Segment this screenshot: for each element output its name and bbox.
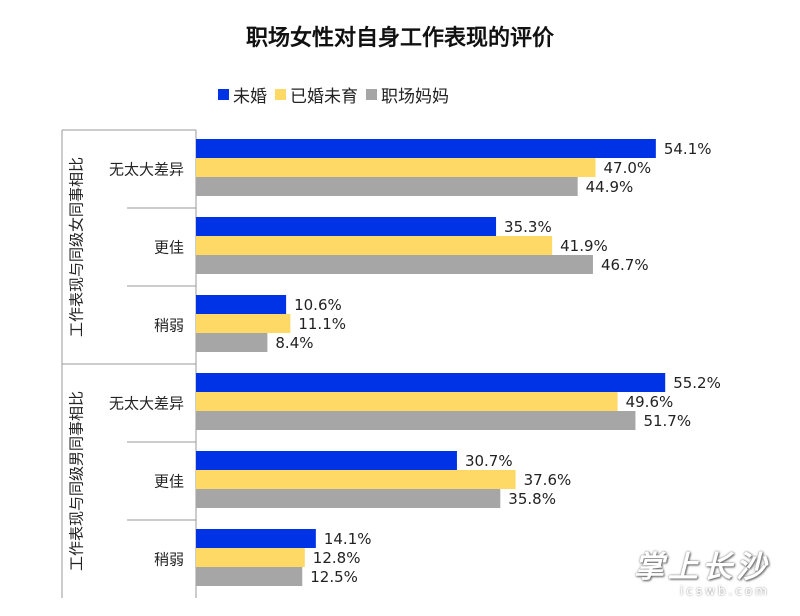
data-label: 35.3%: [504, 218, 552, 236]
category-label: 无太大差异: [109, 161, 184, 179]
data-label: 30.7%: [465, 452, 513, 470]
data-label: 11.1%: [298, 315, 346, 333]
group-label: 工作表现与同级男同事相比: [68, 391, 86, 571]
legend-swatch-unmarried: [218, 88, 229, 100]
bar: [196, 295, 287, 314]
category-label: 更佳: [154, 473, 184, 491]
data-label: 12.8%: [313, 549, 361, 567]
bar: [196, 314, 291, 333]
data-label: 37.6%: [524, 471, 572, 489]
category-label: 稍弱: [154, 551, 184, 569]
bar: [196, 548, 305, 567]
bar: [196, 489, 501, 508]
legend-swatch-mothers: [366, 88, 377, 100]
data-label: 12.5%: [310, 568, 358, 586]
bar: [196, 139, 656, 158]
group-label: 工作表现与同级女同事相比: [68, 157, 86, 337]
bar: [196, 529, 316, 548]
data-label: 47.0%: [604, 159, 652, 177]
legend-label: 未婚: [233, 86, 267, 107]
legend-item-2: 职场妈妈: [366, 82, 449, 107]
bar: [196, 392, 618, 411]
data-label: 44.9%: [586, 178, 634, 196]
data-label: 51.7%: [643, 412, 691, 430]
legend-item-0: 未婚: [218, 82, 267, 107]
data-label: 35.8%: [508, 490, 556, 508]
chart-title: 职场女性对自身工作表现的评价: [245, 26, 554, 51]
bar: [196, 451, 457, 470]
watermark-text: 掌上长沙: [634, 550, 770, 585]
legend: 未婚 已婚未育 职场妈妈: [218, 82, 457, 107]
legend-swatch-married: [275, 88, 286, 100]
data-label: 14.1%: [324, 530, 372, 548]
data-label: 10.6%: [294, 296, 342, 314]
bar: [196, 217, 497, 236]
data-label: 41.9%: [560, 237, 608, 255]
data-label: 55.2%: [673, 374, 721, 392]
data-label: 54.1%: [664, 140, 712, 158]
category-label: 更佳: [154, 239, 184, 257]
legend-label: 已婚未育: [290, 86, 358, 107]
watermark-logo: 掌上长沙 icswb.com: [634, 542, 770, 598]
bar: [196, 255, 593, 274]
legend-item-1: 已婚未育: [275, 82, 358, 107]
watermark-url: icswb.com: [679, 584, 770, 598]
data-label: 46.7%: [601, 256, 649, 274]
bar: [196, 470, 516, 489]
category-label: 无太大差异: [109, 395, 184, 413]
bar: [196, 567, 303, 586]
bar: [196, 236, 553, 255]
legend-label: 职场妈妈: [381, 86, 449, 107]
data-label: 49.6%: [626, 393, 674, 411]
bar: [196, 373, 666, 392]
bar: [196, 158, 596, 177]
bar: [196, 411, 636, 430]
category-label: 稍弱: [154, 317, 184, 335]
bar: [196, 333, 268, 352]
data-label: 8.4%: [275, 334, 313, 352]
bar: [196, 177, 578, 196]
